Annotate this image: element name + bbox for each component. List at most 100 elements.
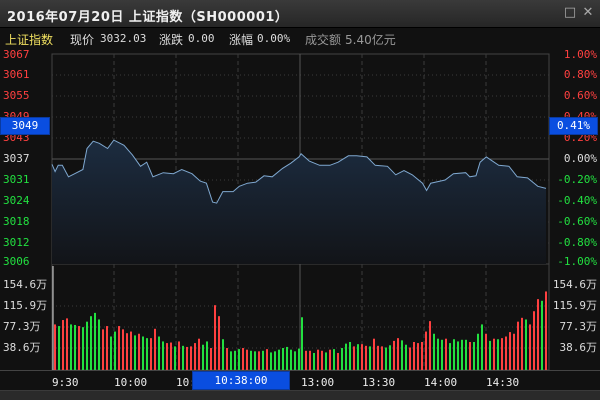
turnover-label: 成交额 — [305, 33, 342, 47]
pct-axis-label: -0.60% — [557, 215, 597, 228]
volume-bar — [489, 340, 491, 370]
price-value: 3032.03 — [100, 32, 147, 45]
pct-value: 0.00% — [257, 32, 291, 45]
volume-bar — [182, 345, 184, 370]
volume-bar — [98, 319, 100, 370]
pct-axis-label: -0.20% — [557, 173, 597, 186]
volume-axis-label-left: 115.9万 — [3, 299, 48, 312]
price-axis-label: 3037 — [3, 152, 30, 165]
volume-bar — [218, 316, 220, 370]
volume-bar — [465, 339, 467, 370]
volume-axis-label-right: 154.6万 — [552, 278, 597, 291]
pct-axis-label: 1.00% — [563, 48, 597, 61]
price-line — [51, 139, 547, 204]
volume-bar — [533, 311, 535, 370]
volume-bar — [369, 346, 371, 370]
volume-bar — [377, 345, 379, 370]
volume-bar — [321, 350, 323, 370]
volume-bar — [198, 338, 200, 370]
volume-bar — [226, 348, 228, 370]
scrollbar[interactable] — [0, 390, 600, 400]
volume-bar — [473, 341, 475, 370]
index-name: 上证指数 — [5, 33, 54, 47]
price-axis-label: 3012 — [3, 236, 30, 249]
volume-axis-label-right: 115.9万 — [552, 299, 597, 312]
volume-bar — [381, 346, 383, 370]
volume-bar — [126, 333, 128, 370]
volume-bar — [409, 347, 411, 370]
volume-bar — [122, 329, 124, 370]
time-axis-label: 10:00 — [114, 376, 148, 389]
volume-bar — [238, 349, 240, 370]
volume-bar — [130, 331, 132, 370]
price-axis-label: 3067 — [3, 48, 30, 61]
volume-bar — [250, 350, 252, 370]
volume-bar — [525, 319, 527, 370]
volume-bar — [541, 300, 543, 370]
volume-bar — [58, 326, 60, 370]
volume-bar — [445, 338, 447, 370]
pct-axis-label: -1.00% — [557, 255, 597, 268]
volume-bar — [513, 333, 515, 370]
pct-axis-label: 0.00% — [563, 152, 597, 165]
close-icon[interactable]: ✕ — [582, 5, 594, 20]
volume-bar — [214, 305, 216, 370]
volume-bar — [313, 352, 315, 370]
time-axis-label: 14:00 — [424, 376, 458, 389]
volume-bar — [417, 343, 419, 370]
volume-bar — [517, 321, 519, 370]
volume-bar — [102, 329, 104, 370]
volume-bar — [333, 349, 335, 370]
volume-bar — [325, 352, 327, 370]
volume-bar — [429, 321, 431, 370]
turnover-value: 5.40亿元 — [345, 33, 396, 47]
price-area — [52, 140, 546, 264]
restore-icon[interactable]: □ — [563, 5, 577, 20]
crosshair-time-label: 10:38:00 — [192, 371, 290, 390]
window-title: 2016年07月20日 上证指数（SH000001） — [7, 10, 289, 25]
time-axis-label: 13:30 — [362, 376, 396, 389]
volume-bar — [154, 328, 156, 370]
volume-axis-label-left: 77.3万 — [3, 320, 41, 333]
volume-bar — [529, 324, 531, 370]
volume-bar — [110, 336, 112, 370]
volume-axis-label-right: 77.3万 — [559, 320, 598, 333]
volume-bar — [441, 339, 443, 370]
volume-bar — [66, 318, 68, 370]
info-bar: 上证指数 现价 3032.03 涨跌 0.00 涨幅 0.00% 成交额 5.4… — [0, 29, 600, 49]
volume-bar — [461, 339, 463, 370]
pct-axis-label: 0.80% — [563, 68, 597, 81]
volume-bar — [134, 335, 136, 370]
volume-bar — [162, 341, 164, 370]
volume-bar — [317, 349, 319, 370]
volume-bar — [274, 351, 276, 370]
volume-bar — [301, 317, 303, 370]
volume-bar — [405, 344, 407, 370]
volume-bar — [521, 317, 523, 370]
volume-bar — [222, 339, 224, 370]
price-label: 现价 — [70, 33, 95, 47]
volume-bar — [481, 324, 483, 370]
volume-bar — [349, 341, 351, 370]
volume-bar — [501, 338, 503, 370]
time-axis-label: 9:30 — [52, 376, 79, 389]
volume-bar — [389, 345, 391, 370]
volume-bar — [254, 351, 256, 370]
volume-bar — [78, 326, 80, 370]
volume-bar — [294, 351, 296, 370]
volume-bar — [341, 348, 343, 370]
volume-bar — [114, 331, 116, 370]
volume-bar — [505, 336, 507, 370]
volume-bar — [286, 346, 288, 370]
volume-bar — [493, 338, 495, 370]
volume-bar — [497, 339, 499, 370]
volume-bar — [74, 324, 76, 370]
price-axis-label: 3031 — [3, 173, 30, 186]
volume-bar — [373, 338, 375, 370]
volume-bar — [345, 343, 347, 370]
volume-bar — [106, 326, 108, 370]
volume-bar — [329, 349, 331, 370]
volume-axis-label-left: 154.6万 — [3, 278, 48, 291]
volume-bar — [262, 350, 264, 370]
